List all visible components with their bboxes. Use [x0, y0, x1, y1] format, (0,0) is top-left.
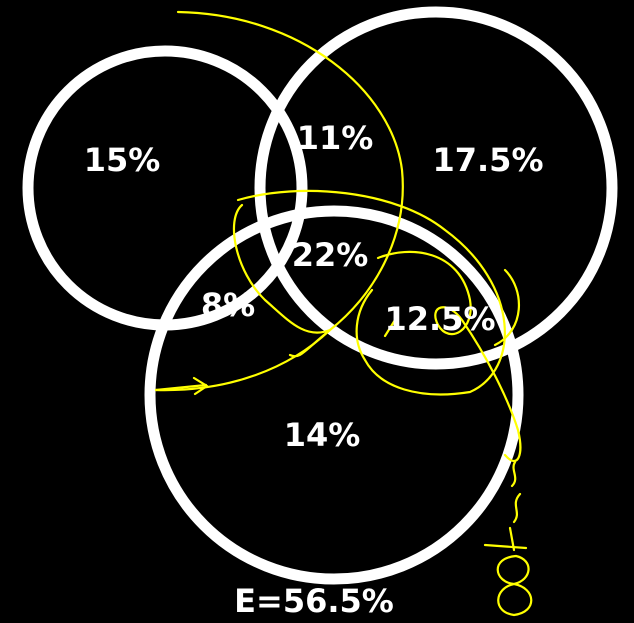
total-label: E=56.5% [234, 582, 394, 620]
region-label-a-and-b: 11% [297, 119, 374, 157]
annotation-figure-eight [496, 554, 533, 617]
circle-top-right [254, 6, 618, 370]
region-label-only-b: 17.5% [432, 141, 543, 179]
annotation-left-sweep [154, 203, 332, 392]
annotation-arrow-left [154, 376, 209, 396]
annotation-outline-bottom-circle [236, 189, 506, 396]
circle-bottom [144, 205, 524, 585]
region-label-only-a: 15% [84, 141, 161, 179]
annotation-loop-right [376, 250, 522, 463]
region-label-a-b-and-c: 22% [292, 236, 369, 274]
region-label-only-c: 14% [284, 416, 361, 454]
region-label-a-and-c: 8% [201, 286, 255, 324]
handwritten-annotations [154, 10, 533, 617]
annotation-outline-right-region [383, 268, 521, 347]
region-label-b-and-c: 12.5% [384, 300, 495, 338]
annotation-scribble-word [483, 460, 528, 552]
